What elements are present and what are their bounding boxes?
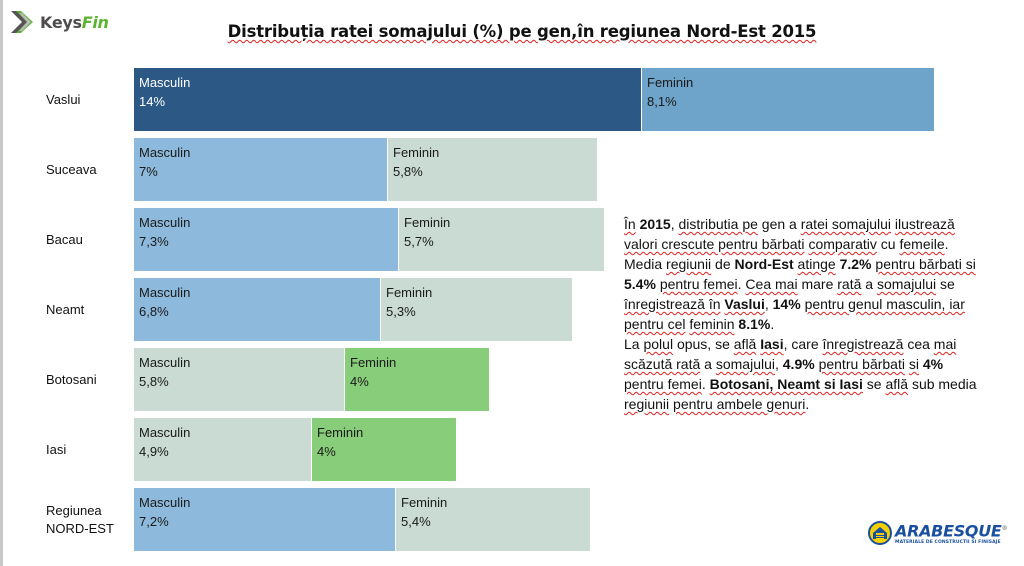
commentary-paragraph-1: În 2015, distributia pe gen a ratei soma… — [624, 216, 976, 332]
data-label: Masculin 5,8% — [139, 353, 190, 391]
series-name-label: Feminin — [401, 495, 448, 510]
chart-title: Distribuția ratei somajului (%) pe gen,î… — [0, 22, 1024, 41]
bar-suceava-masculin: Masculin 7% — [134, 138, 387, 201]
keysfin-logo: KeysFin — [10, 9, 109, 35]
bar-iasi-masculin: Masculin 4,9% — [134, 418, 311, 481]
series-name-label: Feminin — [386, 285, 433, 300]
value-label: 4,9% — [139, 444, 169, 459]
category-label-botosani: Botosani — [46, 371, 97, 387]
data-label: Masculin 7% — [139, 143, 190, 181]
series-name-label: Masculin — [139, 355, 191, 370]
category-label-suceava: Suceava — [46, 161, 97, 177]
value-label: 5,3% — [386, 304, 416, 319]
house-logo-icon — [868, 521, 892, 545]
value-label: 8,1% — [647, 94, 677, 109]
arabesque-logo: ARABESQUE® MATERIALE DE CONSTRUCTII SI F… — [868, 521, 1008, 545]
value-label: 4% — [350, 374, 369, 389]
data-label: Feminin 5,7% — [404, 213, 450, 251]
value-label: 5,7% — [404, 234, 434, 249]
bar-bacau-masculin: Masculin 7,3% — [134, 208, 398, 271]
series-name-label: Feminin — [647, 75, 694, 90]
category-label-bacau: Bacau — [46, 231, 83, 247]
value-label: 7,3% — [139, 234, 169, 249]
data-label: Feminin 5,4% — [401, 493, 447, 531]
series-name-label: Masculin — [139, 215, 191, 230]
data-label: Feminin 4% — [317, 423, 363, 461]
brand-fin: Fin — [81, 12, 109, 32]
series-name-label: Masculin — [139, 145, 191, 160]
series-name-label: Masculin — [139, 495, 191, 510]
data-label: Masculin 6,8% — [139, 283, 190, 321]
series-name-label: Feminin — [393, 145, 440, 160]
value-label: 5,4% — [401, 514, 431, 529]
value-label: 7,2% — [139, 514, 169, 529]
category-label-regiunea-nord-est: Regiunea NORD-EST — [46, 502, 114, 536]
value-label: 5,8% — [139, 374, 169, 389]
bar-botosani-masculin: Masculin 5,8% — [134, 348, 344, 411]
bar-neamt-feminin: Feminin 5,3% — [381, 278, 572, 341]
bar-botosani-feminin: Feminin 4% — [345, 348, 489, 411]
series-name-label: Masculin — [139, 75, 191, 90]
series-name-label: Feminin — [404, 215, 451, 230]
bar-suceava-feminin: Feminin 5,8% — [388, 138, 597, 201]
data-label: Feminin 5,8% — [393, 143, 439, 181]
left-border — [0, 0, 3, 566]
series-name-label: Masculin — [139, 425, 191, 440]
series-name-label: Feminin — [350, 355, 397, 370]
data-label: Feminin 8,1% — [647, 73, 693, 111]
brand-keys: Keys — [40, 12, 82, 32]
bar-regiunea-nord-est-feminin: Feminin 5,4% — [396, 488, 590, 551]
category-label-iasi: Iasi — [46, 441, 67, 457]
bar-vaslui-masculin: Masculin 14% — [134, 68, 641, 131]
data-label: Feminin 4% — [350, 353, 396, 391]
data-label: Masculin 7,3% — [139, 213, 190, 251]
data-label: Masculin 14% — [139, 73, 190, 111]
bar-vaslui-feminin: Feminin 8,1% — [642, 68, 934, 131]
arabesque-name: ARABESQUE® — [895, 521, 1008, 541]
category-label-vaslui: Vaslui — [46, 91, 81, 107]
brand-name: KeysFin — [40, 13, 109, 32]
data-label: Masculin 4,9% — [139, 423, 190, 461]
data-label: Masculin 7,2% — [139, 493, 190, 531]
value-label: 6,8% — [139, 304, 169, 319]
category-label-neamt: Neamt — [46, 301, 85, 317]
data-label: Feminin 5,3% — [386, 283, 432, 321]
bar-bacau-feminin: Feminin 5,7% — [399, 208, 604, 271]
value-label: 5,8% — [393, 164, 423, 179]
value-label: 14% — [139, 94, 166, 109]
commentary-text: În 2015, distributia pe gen a ratei soma… — [624, 214, 984, 414]
chart-title-text: Distribuția ratei somajului (%) pe gen,î… — [227, 22, 817, 41]
bar-neamt-masculin: Masculin 6,8% — [134, 278, 380, 341]
commentary-paragraph-2: La polul opus, se află Iasi, care înregi… — [624, 336, 977, 412]
arabesque-tagline: MATERIALE DE CONSTRUCTII SI FINISAJE — [895, 539, 1001, 545]
series-name-label: Masculin — [139, 285, 191, 300]
value-label: 7% — [139, 164, 158, 179]
chevron-logo-icon — [11, 11, 33, 33]
value-label: 4% — [317, 444, 336, 459]
bar-regiunea-nord-est-masculin: Masculin 7,2% — [134, 488, 395, 551]
bar-iasi-feminin: Feminin 4% — [312, 418, 456, 481]
series-name-label: Feminin — [317, 425, 364, 440]
